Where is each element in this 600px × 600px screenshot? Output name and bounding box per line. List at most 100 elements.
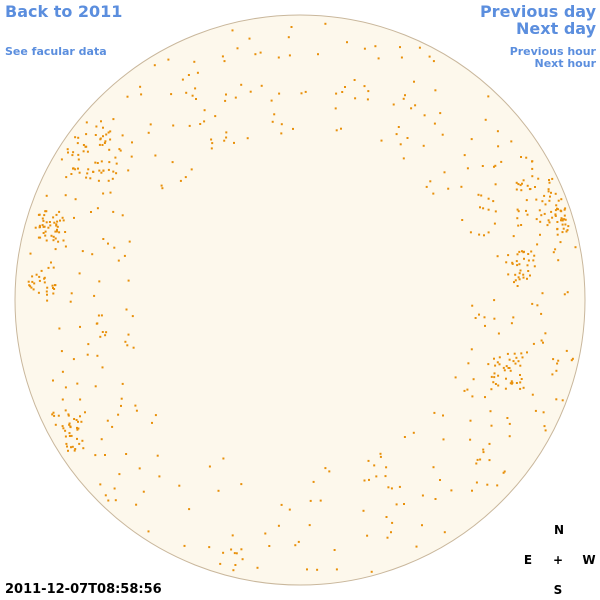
facula (232, 569, 235, 572)
facula (317, 53, 319, 56)
facula (131, 315, 134, 318)
facula (34, 226, 37, 229)
previous-day-link[interactable]: Previous day (479, 2, 596, 21)
facula (138, 467, 141, 470)
facula (52, 266, 55, 269)
facula (500, 160, 503, 163)
facula (82, 144, 85, 146)
facula (561, 219, 564, 222)
facula (525, 199, 528, 202)
facula (439, 112, 442, 115)
facula (522, 276, 525, 279)
facula (490, 375, 493, 378)
facula (508, 435, 511, 438)
facula (548, 179, 550, 181)
facula (476, 458, 479, 461)
facula (526, 184, 529, 187)
facula (471, 304, 474, 307)
facula (160, 184, 163, 187)
facula (87, 343, 90, 346)
facula (398, 485, 401, 488)
facula (346, 41, 348, 44)
next-day-link[interactable]: Next day (516, 19, 596, 38)
facula (240, 548, 243, 551)
facula (561, 223, 564, 226)
facula (225, 136, 228, 139)
back-link[interactable]: Back to 2011 (5, 2, 123, 21)
facula (514, 362, 517, 365)
facula (194, 87, 197, 90)
facula (47, 266, 50, 269)
facula (363, 479, 366, 482)
facula (395, 133, 398, 136)
facula (32, 288, 35, 291)
facula (128, 240, 131, 243)
facula (466, 167, 469, 170)
facula (48, 221, 51, 223)
facula (101, 366, 104, 369)
facula (556, 227, 559, 230)
facula (308, 524, 311, 527)
facula (309, 499, 312, 502)
facula (120, 397, 123, 400)
facula (58, 210, 61, 213)
facula (531, 160, 534, 163)
facula (292, 127, 294, 130)
previous-hour-link[interactable]: Previous hour (509, 45, 596, 58)
facula (488, 442, 491, 445)
facula (29, 252, 32, 255)
facula (71, 154, 74, 157)
facula (278, 92, 281, 95)
facula (203, 120, 206, 123)
facula (552, 251, 555, 254)
facula (516, 285, 519, 287)
facula (70, 173, 73, 175)
facula (538, 209, 541, 212)
facula (556, 233, 559, 236)
facula (297, 540, 300, 543)
facula (118, 148, 121, 151)
facula (147, 131, 150, 134)
timestamp: 2011-12-07T08:58:56 (5, 582, 162, 597)
facula (512, 360, 515, 363)
facula (154, 154, 157, 157)
facula (493, 299, 496, 302)
facula (547, 190, 550, 193)
facula (45, 221, 48, 224)
facula (97, 179, 100, 182)
facula (380, 139, 383, 142)
facula (113, 246, 116, 249)
facula (463, 389, 466, 392)
next-hour-link[interactable]: Next hour (534, 57, 597, 70)
facula (76, 428, 79, 431)
facula (523, 250, 525, 253)
facula (518, 263, 521, 266)
facula (570, 359, 573, 362)
facula (111, 177, 114, 180)
facula (404, 94, 406, 97)
facula (335, 129, 338, 132)
facula (72, 167, 74, 170)
compass-north: N (553, 523, 565, 537)
facular-link[interactable]: See facular data (5, 45, 107, 58)
facula (353, 79, 356, 81)
facula (105, 133, 108, 136)
facula (511, 261, 514, 264)
facula (64, 409, 67, 412)
facula (210, 138, 213, 141)
facula (191, 94, 194, 97)
facula (161, 187, 164, 190)
facula (479, 458, 482, 461)
facula (66, 148, 69, 151)
facula (64, 435, 67, 438)
facula (231, 534, 234, 537)
facula (188, 508, 191, 511)
facula (472, 378, 475, 381)
facula (557, 208, 559, 211)
facula (335, 92, 338, 95)
facula (58, 327, 61, 330)
facula (125, 308, 128, 311)
facula (494, 383, 497, 385)
facula (52, 379, 54, 382)
facula (387, 486, 390, 489)
